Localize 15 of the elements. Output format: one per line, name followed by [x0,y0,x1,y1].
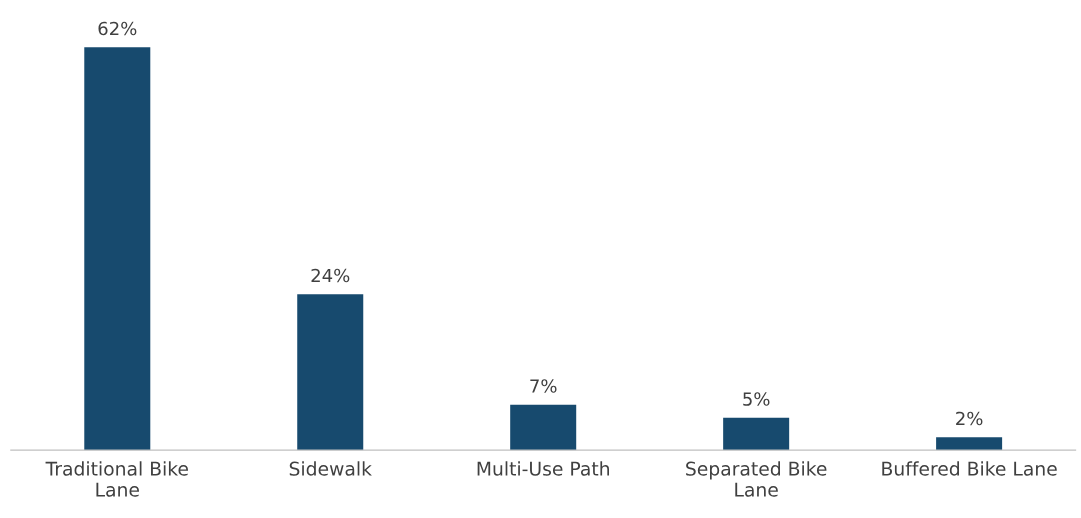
bar [297,294,364,451]
x-tick-label: Multi-Use Path [477,461,609,476]
x-tick-label: Sidewalk [289,461,372,476]
data-label: 2% [956,411,983,426]
data-label: 24% [311,268,350,283]
x-tick-label: Traditional Bike Lane [45,461,188,497]
bar [510,404,577,451]
x-tick-label: Separated Bike Lane [686,461,827,497]
bar [84,47,151,451]
x-tick-label: Buffered Bike Lane [882,461,1057,476]
data-label: 7% [530,379,557,393]
data-label: 5% [743,392,770,406]
bar [936,437,1003,451]
data-label: 62% [98,21,137,36]
bar [723,417,790,451]
